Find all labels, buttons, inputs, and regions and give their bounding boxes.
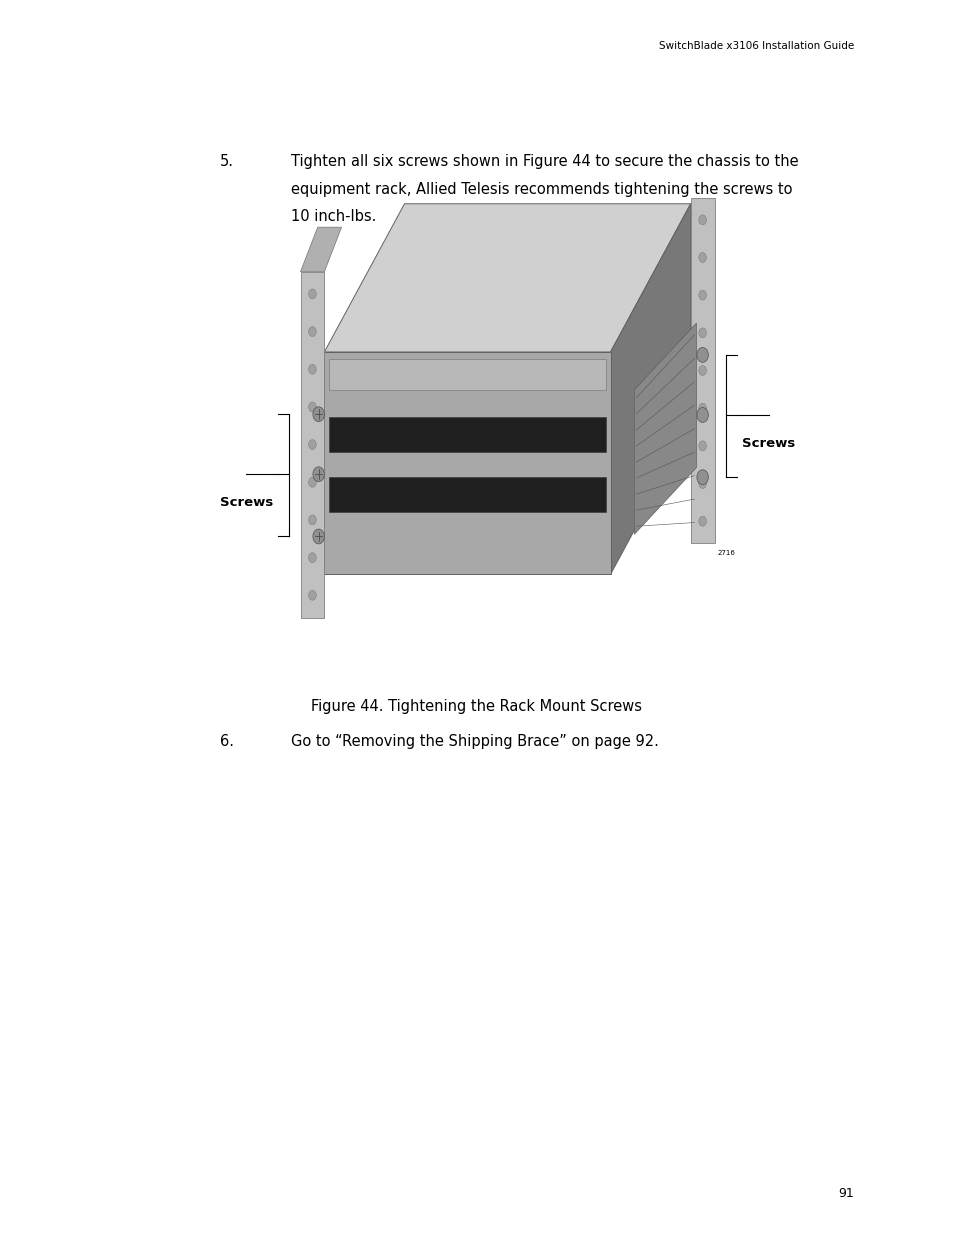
Circle shape bbox=[698, 403, 705, 412]
Text: Tighten all six screws shown in Figure 44 to secure the chassis to the: Tighten all six screws shown in Figure 4… bbox=[291, 154, 798, 169]
Circle shape bbox=[698, 366, 705, 375]
Text: 91: 91 bbox=[837, 1187, 853, 1200]
Polygon shape bbox=[300, 272, 324, 618]
Circle shape bbox=[696, 408, 707, 422]
Text: Screws: Screws bbox=[741, 437, 795, 451]
Circle shape bbox=[309, 515, 316, 525]
Polygon shape bbox=[300, 227, 341, 272]
Circle shape bbox=[309, 289, 316, 299]
Polygon shape bbox=[324, 352, 610, 574]
Circle shape bbox=[309, 364, 316, 374]
Polygon shape bbox=[329, 478, 605, 513]
Text: 5.: 5. bbox=[219, 154, 233, 169]
Text: Figure 44. Tightening the Rack Mount Screws: Figure 44. Tightening the Rack Mount Scr… bbox=[312, 699, 641, 714]
Text: 6.: 6. bbox=[219, 734, 233, 748]
Text: 10 inch-lbs.: 10 inch-lbs. bbox=[291, 209, 375, 224]
Polygon shape bbox=[324, 204, 690, 352]
Circle shape bbox=[698, 215, 705, 225]
Circle shape bbox=[309, 477, 316, 487]
Polygon shape bbox=[690, 198, 714, 543]
Circle shape bbox=[313, 406, 324, 421]
Text: equipment rack, Allied Telesis recommends tightening the screws to: equipment rack, Allied Telesis recommend… bbox=[291, 182, 792, 196]
Circle shape bbox=[698, 441, 705, 451]
Polygon shape bbox=[329, 417, 605, 452]
Text: Screws: Screws bbox=[219, 496, 273, 510]
Polygon shape bbox=[634, 324, 696, 535]
Circle shape bbox=[698, 252, 705, 263]
Text: 2716: 2716 bbox=[717, 550, 735, 556]
Polygon shape bbox=[329, 358, 605, 390]
Text: SwitchBlade x3106 Installation Guide: SwitchBlade x3106 Installation Guide bbox=[658, 41, 853, 51]
Circle shape bbox=[313, 467, 324, 482]
Circle shape bbox=[309, 326, 316, 337]
Circle shape bbox=[696, 469, 707, 484]
Circle shape bbox=[698, 327, 705, 337]
Circle shape bbox=[309, 401, 316, 412]
Polygon shape bbox=[610, 204, 690, 574]
Circle shape bbox=[698, 290, 705, 300]
Text: Go to “Removing the Shipping Brace” on page 92.: Go to “Removing the Shipping Brace” on p… bbox=[291, 734, 659, 748]
Circle shape bbox=[313, 529, 324, 543]
Circle shape bbox=[309, 552, 316, 563]
Circle shape bbox=[698, 516, 705, 526]
Circle shape bbox=[698, 478, 705, 489]
Circle shape bbox=[309, 440, 316, 450]
Circle shape bbox=[696, 347, 707, 362]
Circle shape bbox=[309, 590, 316, 600]
